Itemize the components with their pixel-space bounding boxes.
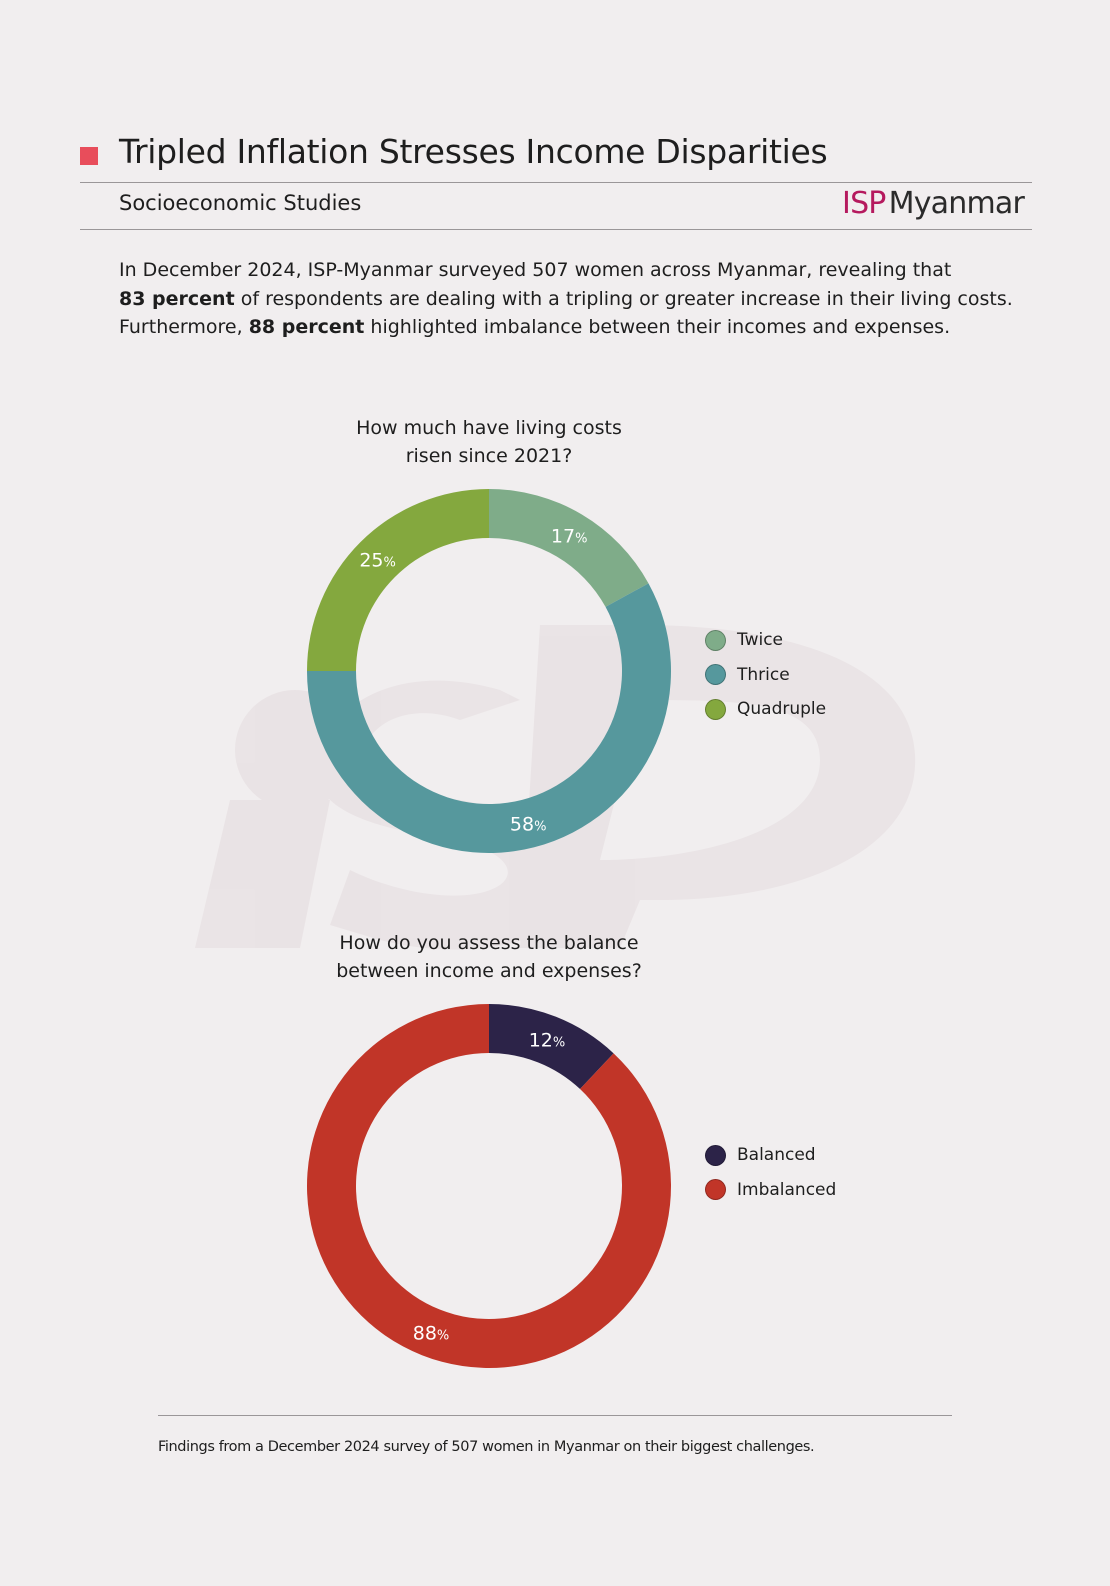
legend-swatch — [705, 698, 726, 720]
legend-item: Balanced — [705, 1138, 836, 1173]
brand-prefix: ISP — [842, 186, 886, 221]
donut-chart-svg: 12% 88% — [307, 1004, 672, 1368]
slice-value-label: 25% — [359, 550, 396, 572]
legend-swatch — [705, 1179, 726, 1201]
chart-question-line: between income and expenses? — [336, 960, 642, 982]
donut-slice-thrice — [307, 583, 671, 853]
chart-legend: Twice Thrice Quadruple — [705, 623, 826, 727]
intro-paragraph: In December 2024, ISP-Myanmar surveyed 5… — [119, 256, 1019, 342]
footnote: Findings from a December 2024 survey of … — [158, 1439, 815, 1455]
header-bottom-rule — [80, 229, 1032, 230]
intro-highlight-83: 83 percent — [119, 287, 235, 310]
footer-rule — [158, 1415, 952, 1416]
chart-question: How do you assess the balance between in… — [289, 929, 689, 985]
legend-swatch — [705, 664, 726, 686]
legend-label: Balanced — [737, 1145, 816, 1166]
section-subtitle: Socioeconomic Studies — [119, 191, 362, 215]
brand-name: Myanmar — [888, 186, 1025, 221]
legend-item: Thrice — [705, 658, 826, 693]
slice-value-label: 17% — [551, 525, 588, 547]
title-row: Tripled Inflation Stresses Income Dispar… — [80, 128, 1032, 180]
donut-slice-imbalanced — [307, 1004, 672, 1368]
page-title: Tripled Inflation Stresses Income Dispar… — [119, 132, 828, 171]
legend-swatch — [705, 629, 726, 651]
living-costs-chart: How much have living costs risen since 2… — [0, 410, 1110, 880]
intro-highlight-88: 88 percent — [248, 316, 365, 338]
legend-swatch — [705, 1144, 726, 1166]
chart-question-line: How do you assess the balance — [339, 932, 639, 954]
intro-line-1: In December 2024, ISP-Myanmar surveyed 5… — [119, 259, 952, 281]
chart-question: How much have living costs risen since 2… — [289, 414, 689, 470]
intro-line-2: 83 percent of respondents are dealing wi… — [119, 285, 1019, 314]
chart-question-line: risen since 2021? — [405, 445, 573, 467]
donut-slice-twice — [489, 489, 649, 607]
intro-line-2-text: of respondents are dealing with a tripli… — [234, 287, 1013, 310]
slice-value-label: 58% — [510, 814, 547, 836]
intro-line-3-start: Furthermore, — [119, 316, 249, 338]
slice-value-label: 12% — [529, 1030, 566, 1052]
donut-slice-balanced — [489, 1004, 614, 1090]
brand-logo: ISP Myanmar — [842, 186, 1025, 221]
header-top-rule — [80, 182, 1032, 183]
chart-legend: Balanced Imbalanced — [705, 1138, 836, 1207]
chart-question-line: How much have living costs — [356, 417, 622, 439]
intro-line-3: Furthermore, 88 percent highlighted imba… — [119, 313, 1019, 342]
slice-value-label: 88% — [413, 1322, 450, 1344]
intro-line-3-text: highlighted imbalance between their inco… — [364, 316, 951, 338]
donut-chart-svg: 17% 58% 25% — [307, 489, 671, 853]
legend-label: Quadruple — [737, 699, 827, 720]
income-balance-chart: How do you assess the balance between in… — [0, 925, 1110, 1395]
title-marker-square — [80, 147, 98, 165]
legend-label: Twice — [737, 630, 784, 651]
legend-label: Imbalanced — [737, 1179, 837, 1200]
legend-item: Quadruple — [705, 692, 826, 727]
legend-item: Twice — [705, 623, 826, 658]
donut-slice-quadruple — [307, 489, 489, 671]
legend-item: Imbalanced — [705, 1173, 836, 1208]
legend-label: Thrice — [737, 664, 790, 685]
